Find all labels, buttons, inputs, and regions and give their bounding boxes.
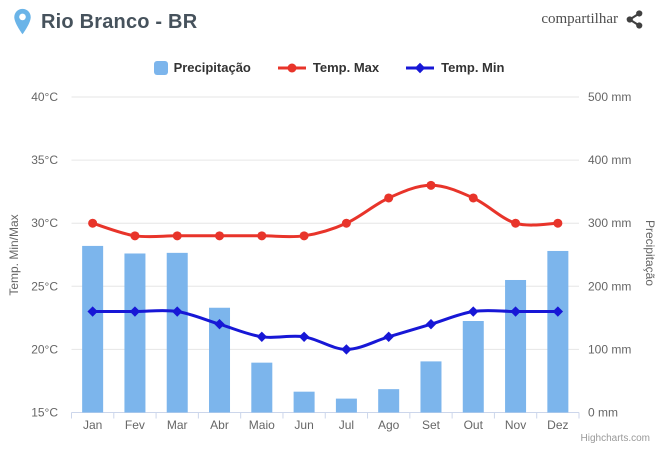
precipitation-bar[interactable] <box>505 279 527 413</box>
precipitation-bar[interactable] <box>251 362 273 413</box>
right-axis-tick-label: 200 mm <box>588 279 631 293</box>
x-axis-month-label: Abr <box>210 418 229 432</box>
temp-max-point[interactable] <box>468 193 478 203</box>
x-axis-month-label: Fev <box>125 418 145 432</box>
temp-min-point[interactable] <box>87 306 98 317</box>
precipitation-bar[interactable] <box>547 250 569 413</box>
left-axis-tick-label: 15°C <box>31 406 58 420</box>
x-axis-month-label: Out <box>464 418 484 432</box>
legend-label: Temp. Max <box>312 60 380 75</box>
left-axis-tick-label: 20°C <box>31 342 58 356</box>
temp-min-point[interactable] <box>552 306 564 317</box>
temp-max-point[interactable] <box>130 231 140 241</box>
temp-max-point[interactable] <box>511 218 521 228</box>
precipitation-bar[interactable] <box>462 321 484 413</box>
left-axis-title: Temp. Min/Max <box>7 214 21 295</box>
legend-item-precipitacao[interactable]: Precipitação <box>153 60 251 75</box>
temp-max-point[interactable] <box>88 218 98 228</box>
temp-max-line-circle-icon <box>277 63 306 72</box>
x-axis-month-label: Jan <box>83 418 102 432</box>
page-title: Rio Branco - BR <box>41 10 198 33</box>
precipitation-bar[interactable] <box>82 245 104 413</box>
precipitation-bar[interactable] <box>293 391 315 413</box>
temp-min-point[interactable] <box>425 318 437 330</box>
temp-min-point[interactable] <box>172 306 183 317</box>
left-axis-tick-label: 25°C <box>31 279 58 293</box>
chart-legend: Precipitação Temp. Max Temp. Min <box>0 60 658 75</box>
x-axis-month-label: Maio <box>249 418 275 432</box>
left-axis-tick-label: 30°C <box>31 216 58 230</box>
x-axis-month-label: Set <box>422 418 441 432</box>
temp-min-point[interactable] <box>256 331 268 342</box>
precipitation-bar[interactable] <box>378 389 400 413</box>
precipitation-bar[interactable] <box>124 253 146 413</box>
left-axis-tick-label: 35°C <box>31 153 58 167</box>
x-axis-month-label: Ago <box>378 418 400 432</box>
legend-label: Precipitação <box>173 60 251 75</box>
x-axis-month-label: Nov <box>505 418 526 432</box>
right-axis-tick-label: 400 mm <box>588 153 631 167</box>
temp-max-point[interactable] <box>341 218 351 228</box>
precipitation-bar[interactable] <box>209 307 231 413</box>
x-axis-month-label: Mar <box>167 418 188 432</box>
right-axis-title: Precipitação <box>643 220 657 286</box>
temp-min-line-diamond-icon <box>406 62 435 73</box>
precipitation-swatch-icon <box>153 60 168 75</box>
temp-min-point[interactable] <box>383 331 394 342</box>
temp-min-point[interactable] <box>298 331 310 342</box>
right-axis-tick-label: 300 mm <box>588 216 631 230</box>
location-pin-icon <box>14 8 31 35</box>
temp-min-point[interactable] <box>341 344 352 355</box>
x-axis-month-label: Jun <box>294 418 313 432</box>
header-title-group: Rio Branco - BR <box>12 8 197 36</box>
temp-max-point[interactable] <box>553 218 563 228</box>
right-axis-tick-label: 0 mm <box>588 406 618 420</box>
temp-max-point[interactable] <box>299 231 309 241</box>
share-control[interactable]: compartilhar <box>541 9 644 30</box>
temp-max-point[interactable] <box>215 231 225 241</box>
highcharts-credit[interactable]: Highcharts.com <box>581 433 650 444</box>
right-axis-tick-label: 100 mm <box>588 342 631 356</box>
temp-max-point[interactable] <box>257 231 267 241</box>
x-axis-month-label: Dez <box>547 418 568 432</box>
temp-min-point[interactable] <box>129 306 141 317</box>
right-axis-tick-label: 500 mm <box>588 90 631 104</box>
legend-label: Temp. Min <box>441 60 505 75</box>
temp-max-line[interactable] <box>91 183 560 239</box>
temp-min-point[interactable] <box>510 306 521 317</box>
legend-item-temp-max[interactable]: Temp. Max <box>277 60 379 75</box>
header: Rio Branco - BR compartilhar <box>0 0 658 44</box>
left-axis-tick-label: 40°C <box>31 90 58 104</box>
temp-min-point[interactable] <box>214 318 225 330</box>
share-icon[interactable] <box>625 9 644 30</box>
temp-min-line[interactable] <box>91 309 560 351</box>
temp-max-point[interactable] <box>384 193 394 203</box>
legend-item-temp-min[interactable]: Temp. Min <box>405 60 504 75</box>
temp-max-point[interactable] <box>172 231 182 241</box>
precipitation-bar[interactable] <box>166 252 188 413</box>
share-label[interactable]: compartilhar <box>541 10 618 27</box>
temp-max-point[interactable] <box>426 180 436 190</box>
precipitation-bar[interactable] <box>335 398 357 413</box>
temp-min-point[interactable] <box>468 306 479 317</box>
precipitation-bar[interactable] <box>420 361 442 413</box>
x-axis-month-label: Jul <box>339 418 354 432</box>
